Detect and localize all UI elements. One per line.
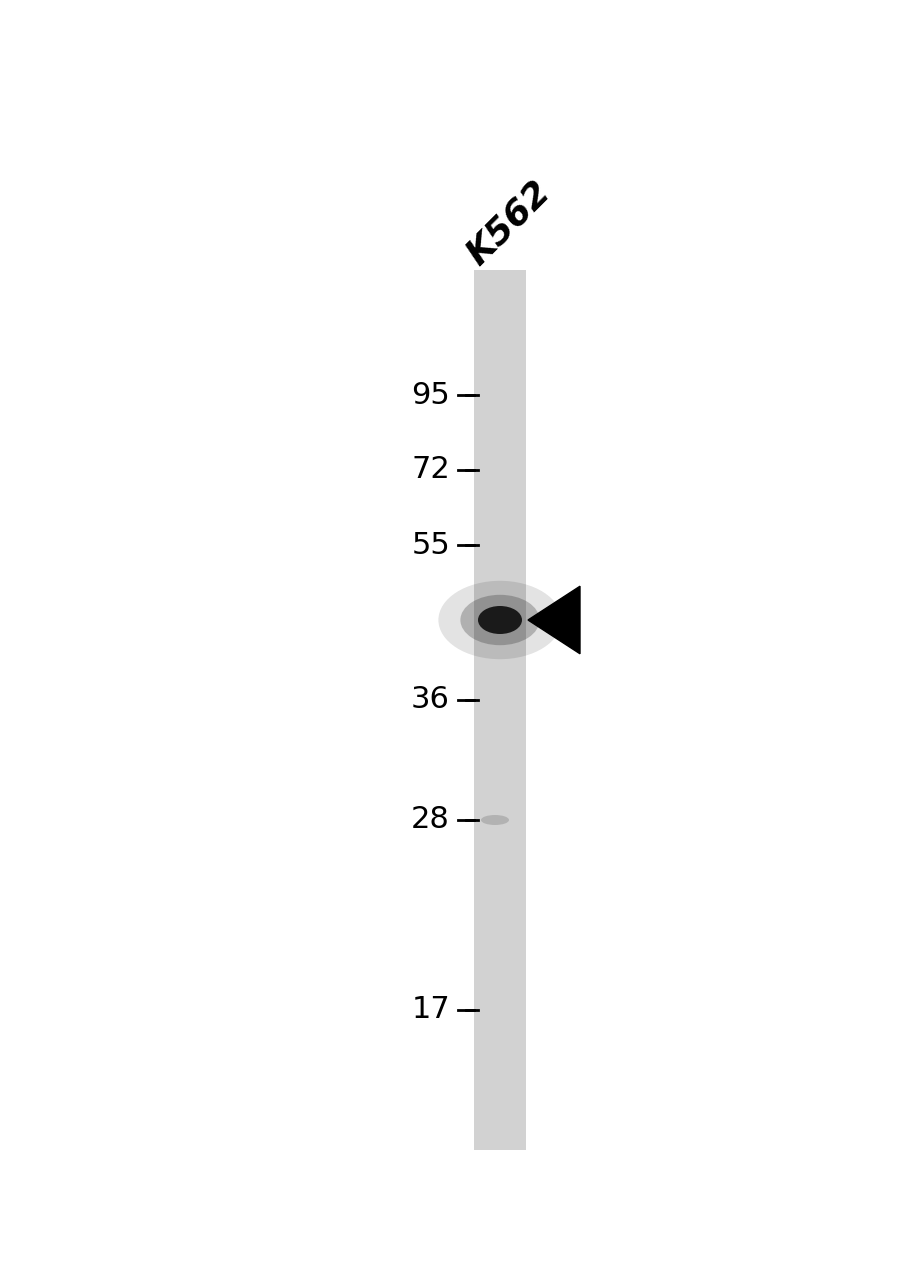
Bar xyxy=(473,270,526,1149)
Text: 17: 17 xyxy=(411,996,450,1024)
Ellipse shape xyxy=(480,815,508,826)
Text: 72: 72 xyxy=(411,456,450,485)
Text: 55: 55 xyxy=(411,530,450,559)
Text: 28: 28 xyxy=(411,805,450,835)
Text: 95: 95 xyxy=(411,380,450,410)
Text: K562: K562 xyxy=(459,174,556,271)
Ellipse shape xyxy=(478,605,521,634)
Polygon shape xyxy=(527,586,580,654)
Text: 36: 36 xyxy=(411,686,450,714)
Ellipse shape xyxy=(438,581,561,659)
Ellipse shape xyxy=(460,595,539,645)
